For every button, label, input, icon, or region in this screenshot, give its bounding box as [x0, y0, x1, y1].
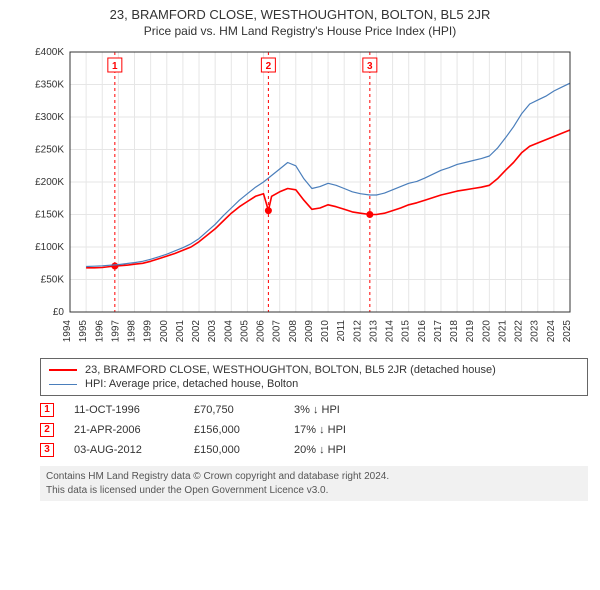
svg-text:2007: 2007 — [272, 320, 283, 343]
svg-text:2017: 2017 — [433, 320, 444, 343]
svg-text:2011: 2011 — [336, 320, 347, 342]
footer-line2: This data is licensed under the Open Gov… — [46, 484, 582, 498]
sale-marker: 3 — [40, 443, 54, 457]
svg-text:£200K: £200K — [35, 177, 64, 188]
svg-text:1999: 1999 — [143, 320, 154, 343]
svg-text:2016: 2016 — [417, 320, 428, 343]
svg-text:2012: 2012 — [352, 320, 363, 343]
sale-date: 11-OCT-1996 — [74, 404, 174, 416]
sale-row: 3 03-AUG-2012 £150,000 20% ↓ HPI — [40, 440, 588, 460]
svg-text:2019: 2019 — [465, 320, 476, 343]
svg-text:2: 2 — [266, 61, 272, 72]
svg-text:3: 3 — [367, 61, 373, 72]
svg-text:1996: 1996 — [94, 320, 105, 343]
svg-text:2006: 2006 — [256, 320, 267, 343]
sales-table: 1 11-OCT-1996 £70,750 3% ↓ HPI 2 21-APR-2006 £… — [40, 400, 588, 460]
footer-line1: Contains HM Land Registry data © Crown c… — [46, 470, 582, 484]
svg-text:2000: 2000 — [159, 320, 170, 343]
svg-text:2008: 2008 — [288, 320, 299, 343]
svg-text:2018: 2018 — [449, 320, 460, 343]
svg-text:£150K: £150K — [35, 210, 64, 221]
page-title: 23, BRAMFORD CLOSE, WESTHOUGHTON, BOLTON… — [0, 0, 600, 24]
svg-text:1994: 1994 — [62, 320, 73, 343]
legend: 23, BRAMFORD CLOSE, WESTHOUGHTON, BOLTON… — [40, 358, 588, 396]
sale-marker: 1 — [40, 403, 54, 417]
svg-text:2013: 2013 — [368, 320, 379, 343]
sale-row: 1 11-OCT-1996 £70,750 3% ↓ HPI — [40, 400, 588, 420]
svg-text:2001: 2001 — [175, 320, 186, 343]
svg-text:2009: 2009 — [304, 320, 315, 343]
svg-text:1998: 1998 — [127, 320, 138, 343]
svg-text:£50K: £50K — [41, 275, 65, 286]
svg-text:2002: 2002 — [191, 320, 202, 343]
svg-text:£0: £0 — [53, 307, 65, 318]
svg-text:2014: 2014 — [385, 320, 396, 343]
svg-text:1995: 1995 — [78, 320, 89, 343]
svg-text:2015: 2015 — [401, 320, 412, 343]
sale-delta: 17% ↓ HPI — [294, 424, 414, 436]
sale-date: 21-APR-2006 — [74, 424, 174, 436]
legend-swatch — [49, 384, 77, 385]
svg-text:2005: 2005 — [239, 320, 250, 343]
price-chart: £0 £50K £100K £150K £200K £250K £300K £350K £400… — [20, 42, 580, 352]
svg-text:2024: 2024 — [546, 320, 557, 343]
svg-text:£250K: £250K — [35, 145, 64, 156]
svg-text:2022: 2022 — [514, 320, 525, 343]
legend-item: HPI: Average price, detached house, Bolt… — [49, 377, 579, 391]
svg-text:2003: 2003 — [207, 320, 218, 343]
sale-delta: 20% ↓ HPI — [294, 444, 414, 456]
legend-swatch — [49, 369, 77, 371]
legend-item: 23, BRAMFORD CLOSE, WESTHOUGHTON, BOLTON… — [49, 363, 579, 377]
sale-price: £150,000 — [194, 444, 274, 456]
attribution-footer: Contains HM Land Registry data © Crown c… — [40, 466, 588, 501]
svg-text:2004: 2004 — [223, 320, 234, 343]
svg-text:2020: 2020 — [481, 320, 492, 343]
legend-label: 23, BRAMFORD CLOSE, WESTHOUGHTON, BOLTON… — [85, 364, 496, 376]
svg-text:2025: 2025 — [562, 320, 573, 343]
page-subtitle: Price paid vs. HM Land Registry's House … — [0, 24, 600, 42]
svg-text:£300K: £300K — [35, 112, 64, 123]
svg-text:2021: 2021 — [497, 320, 508, 343]
svg-text:£350K: £350K — [35, 80, 64, 91]
svg-text:1: 1 — [112, 61, 118, 72]
sale-price: £70,750 — [194, 404, 274, 416]
svg-text:£100K: £100K — [35, 242, 64, 253]
svg-text:2023: 2023 — [530, 320, 541, 343]
svg-text:1997: 1997 — [110, 320, 121, 343]
sale-row: 2 21-APR-2006 £156,000 17% ↓ HPI — [40, 420, 588, 440]
svg-text:2010: 2010 — [320, 320, 331, 343]
svg-text:£400K: £400K — [35, 47, 64, 58]
sale-delta: 3% ↓ HPI — [294, 404, 414, 416]
sale-date: 03-AUG-2012 — [74, 444, 174, 456]
sale-marker: 2 — [40, 423, 54, 437]
legend-label: HPI: Average price, detached house, Bolt… — [85, 378, 298, 390]
sale-price: £156,000 — [194, 424, 274, 436]
